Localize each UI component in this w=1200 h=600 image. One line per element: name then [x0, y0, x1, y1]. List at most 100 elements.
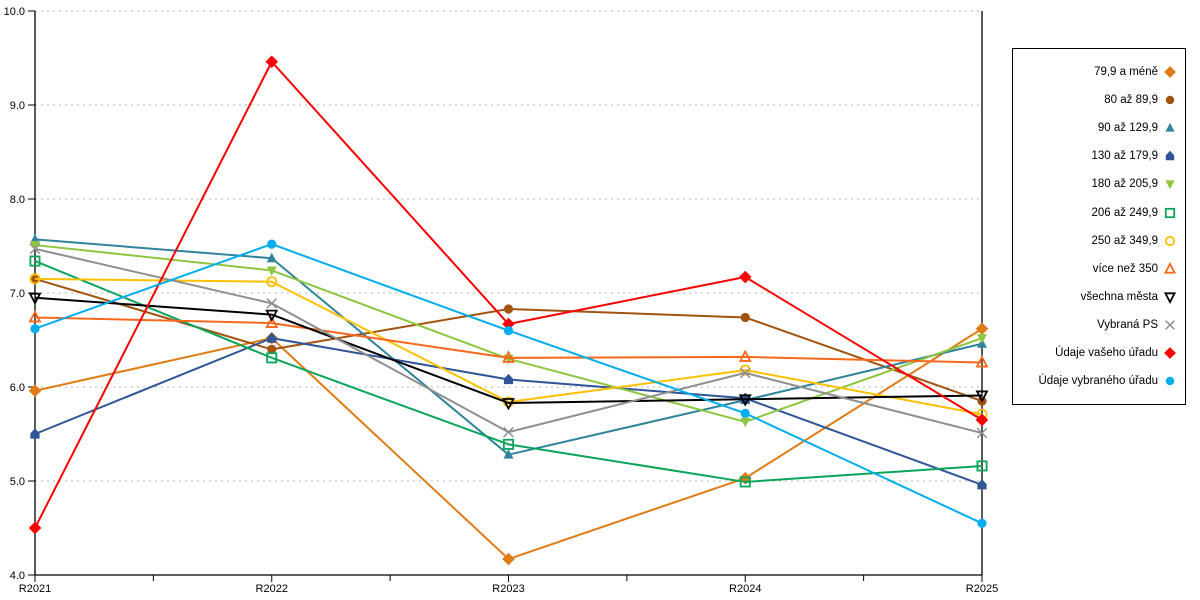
legend-label: Vybraná PS: [1097, 318, 1158, 331]
data-point-marker: [1163, 261, 1177, 274]
data-point-marker: [29, 243, 41, 255]
data-point-marker: [1164, 235, 1176, 246]
legend-item: 79,9 a méně: [1019, 58, 1177, 86]
data-point-marker: [1165, 95, 1175, 105]
legend-item: 90 až 129,9: [1019, 114, 1177, 142]
legend-marker-icon: [1165, 95, 1175, 105]
data-point-marker: [1165, 151, 1175, 161]
legend-marker-icon: [1164, 207, 1176, 218]
legend-item: 80 až 89,9: [1019, 86, 1177, 114]
legend-label: 80 až 89,9: [1104, 94, 1158, 107]
data-point-marker: [265, 315, 279, 328]
y-tick-label: 10.0: [4, 6, 25, 18]
data-point-marker: [977, 334, 987, 344]
legend-item: všechna města: [1019, 283, 1177, 311]
data-point-marker: [975, 390, 989, 403]
data-point-marker: [1165, 319, 1175, 330]
legend-marker-icon: [1165, 151, 1175, 161]
series-line: [34, 260, 983, 483]
legend-marker-icon: [1164, 347, 1176, 359]
series-group: [28, 55, 989, 535]
data-point-marker: [28, 384, 42, 398]
legend-item: 206 až 249,9: [1019, 198, 1177, 226]
data-point-marker: [739, 367, 751, 379]
data-point-marker: [1164, 347, 1176, 359]
y-tick-label: 7.0: [10, 288, 25, 300]
data-point-marker: [30, 233, 40, 244]
y-tick-label: 5.0: [10, 476, 25, 488]
series-group: [30, 233, 987, 459]
legend-label: 79,9 a méně: [1094, 66, 1158, 79]
data-point-marker: [1165, 376, 1175, 386]
data-point-marker: [503, 326, 514, 336]
y-tick-label: 8.0: [10, 194, 25, 206]
data-point-marker: [977, 479, 987, 490]
data-point-marker: [503, 449, 514, 459]
data-point-marker: [976, 427, 988, 439]
data-point-marker: [503, 304, 514, 314]
data-point-marker: [30, 324, 40, 334]
data-point-marker: [975, 413, 989, 427]
series-group: [29, 255, 988, 488]
data-point-marker: [976, 460, 988, 472]
series-line: [34, 316, 983, 364]
data-point-marker: [738, 394, 752, 407]
data-point-marker: [266, 298, 278, 309]
data-point-marker: [502, 438, 514, 450]
data-point-marker: [1164, 66, 1176, 78]
data-point-marker: [740, 312, 750, 323]
legend-item: Údaje vašeho úřadu: [1019, 339, 1177, 367]
data-point-marker: [502, 317, 515, 331]
x-tick-label: R2024: [729, 583, 761, 595]
legend: 79,9 a méně 80 až 89,9 90 až 129,9 130 až 1…: [1012, 48, 1186, 406]
data-point-marker: [739, 364, 751, 376]
data-point-marker: [30, 241, 40, 251]
legend-label: všechna města: [1080, 290, 1158, 303]
legend-item: Vybraná PS: [1019, 311, 1177, 339]
legend-marker-icon: [1165, 319, 1175, 330]
data-point-marker: [975, 355, 989, 368]
legend-label: více než 350: [1092, 262, 1158, 275]
legend-label: 90 až 129,9: [1097, 122, 1158, 135]
data-point-marker: [28, 292, 42, 306]
y-tick-label: 6.0: [10, 382, 25, 394]
series-group: [28, 292, 989, 411]
data-point-marker: [29, 255, 41, 267]
data-point-marker: [739, 476, 751, 488]
data-point-marker: [28, 521, 42, 535]
data-point-marker: [267, 344, 277, 354]
legend-item: více než 350: [1019, 255, 1177, 283]
data-point-marker: [265, 55, 279, 69]
x-tick-label: R2025: [966, 583, 998, 595]
legend-label: 130 až 179,9: [1091, 150, 1158, 163]
legend-marker-icon: [1165, 180, 1175, 190]
data-point-marker: [266, 276, 278, 288]
x-tick-label: R2023: [492, 583, 524, 595]
series-group: [30, 239, 987, 528]
legend-label: Údaje vybraného úřadu: [1038, 375, 1158, 388]
data-point-marker: [266, 352, 278, 364]
legend-item: 180 až 205,9: [1019, 170, 1177, 198]
y-tick-label: 9.0: [10, 100, 25, 112]
legend-marker-icon: [1164, 235, 1176, 246]
legend-label: 250 až 349,9: [1091, 234, 1158, 247]
data-point-marker: [502, 398, 515, 411]
data-point-marker: [1165, 180, 1175, 190]
series-group: [30, 274, 987, 406]
data-point-marker: [266, 252, 277, 263]
data-point-marker: [267, 332, 277, 343]
y-tick-label: 4.0: [10, 570, 25, 582]
data-point-marker: [740, 417, 751, 428]
data-point-marker: [738, 349, 752, 362]
data-point-marker: [503, 426, 514, 438]
legend-label: 180 až 205,9: [1091, 178, 1158, 191]
legend-marker-icon: [1165, 376, 1175, 386]
series-group: [29, 243, 988, 439]
x-tick-label: R2022: [256, 583, 288, 595]
data-point-marker: [502, 552, 515, 566]
data-point-marker: [1165, 123, 1175, 132]
data-point-marker: [28, 310, 42, 323]
series-line: [34, 277, 983, 416]
data-point-marker: [503, 373, 514, 385]
series-group: [28, 310, 989, 368]
